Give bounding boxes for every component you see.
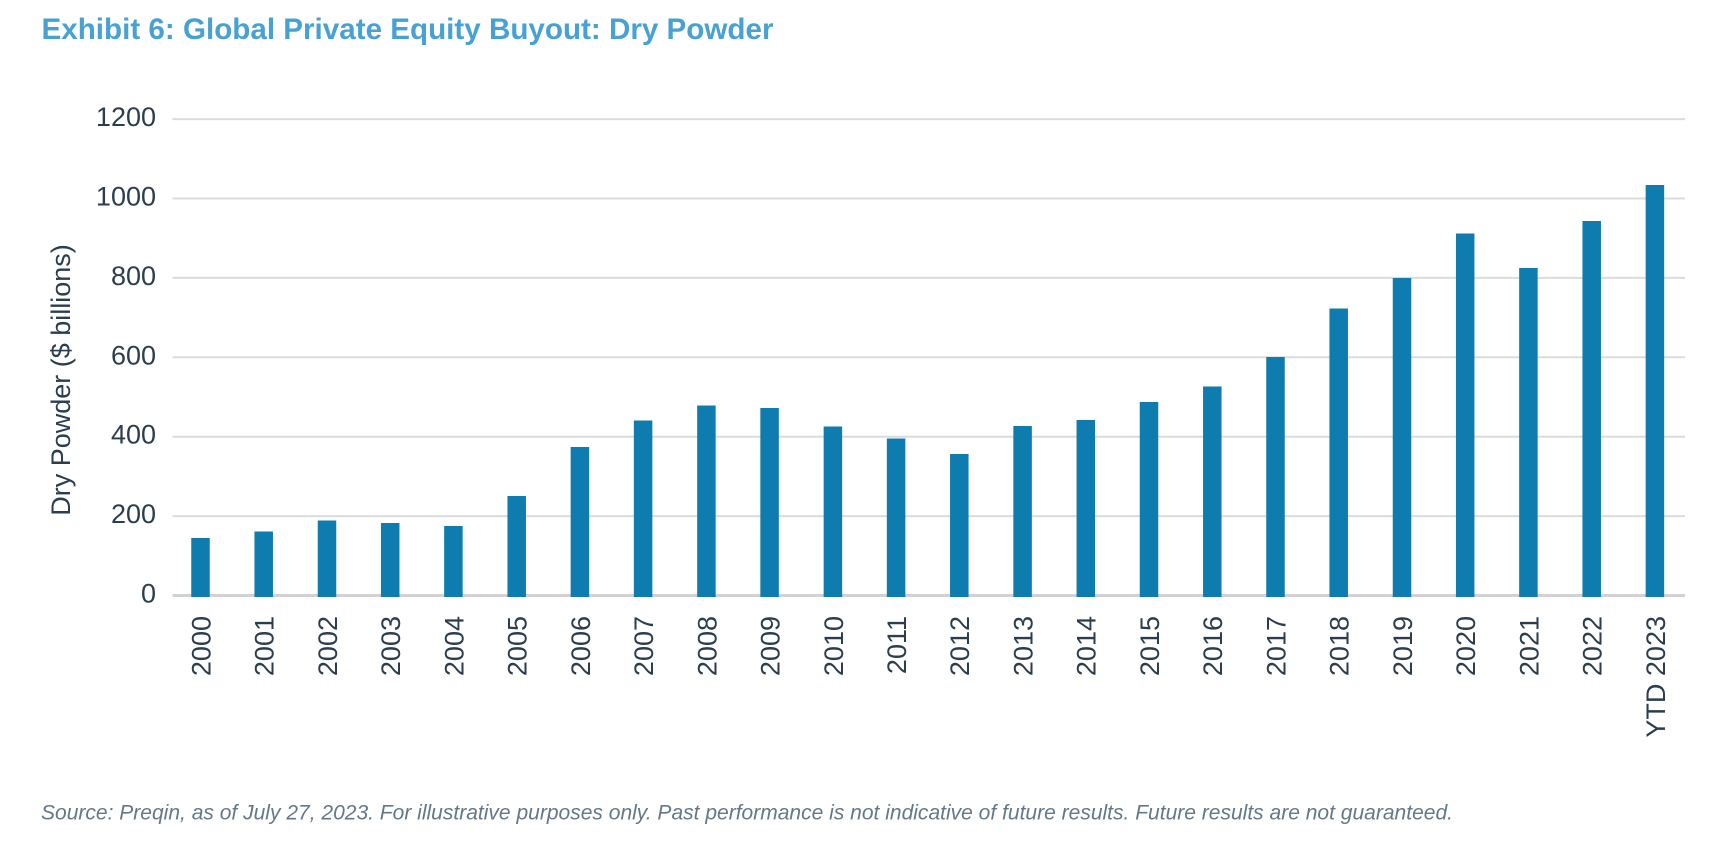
svg-text:2016: 2016 <box>1198 616 1228 676</box>
svg-text:2014: 2014 <box>1072 616 1102 676</box>
svg-text:2010: 2010 <box>819 616 849 676</box>
svg-text:2012: 2012 <box>945 616 975 676</box>
svg-text:2001: 2001 <box>250 616 280 676</box>
svg-text:Source: Preqin, as of July 27,: Source: Preqin, as of July 27, 2023. For… <box>41 801 1453 824</box>
svg-text:2015: 2015 <box>1135 616 1165 676</box>
svg-text:1000: 1000 <box>96 182 156 212</box>
svg-text:2011: 2011 <box>882 616 912 674</box>
svg-text:Exhibit 6: Global Private Equi: Exhibit 6: Global Private Equity Buyout:… <box>42 13 774 46</box>
svg-text:YTD 2023: YTD 2023 <box>1641 616 1671 738</box>
svg-text:1200: 1200 <box>96 102 156 132</box>
svg-text:2007: 2007 <box>629 616 659 676</box>
svg-text:2009: 2009 <box>756 616 786 676</box>
svg-text:2005: 2005 <box>503 616 533 676</box>
svg-text:200: 200 <box>111 499 156 529</box>
svg-text:2013: 2013 <box>1009 616 1039 676</box>
svg-text:2021: 2021 <box>1514 616 1544 676</box>
svg-text:2002: 2002 <box>313 616 343 676</box>
svg-text:600: 600 <box>111 340 156 370</box>
svg-text:2022: 2022 <box>1578 616 1608 676</box>
svg-text:2004: 2004 <box>439 616 469 676</box>
svg-text:400: 400 <box>111 420 156 450</box>
svg-text:2000: 2000 <box>186 616 216 676</box>
svg-text:800: 800 <box>111 261 156 291</box>
svg-text:2020: 2020 <box>1451 616 1481 676</box>
svg-text:2008: 2008 <box>692 616 722 676</box>
svg-text:0: 0 <box>141 579 156 609</box>
svg-text:2003: 2003 <box>376 616 406 676</box>
svg-text:2018: 2018 <box>1325 616 1355 676</box>
svg-text:2019: 2019 <box>1388 616 1418 676</box>
svg-text:Dry Powder ($ billions): Dry Powder ($ billions) <box>46 244 76 516</box>
svg-text:2017: 2017 <box>1261 616 1291 676</box>
svg-text:2006: 2006 <box>566 616 596 676</box>
